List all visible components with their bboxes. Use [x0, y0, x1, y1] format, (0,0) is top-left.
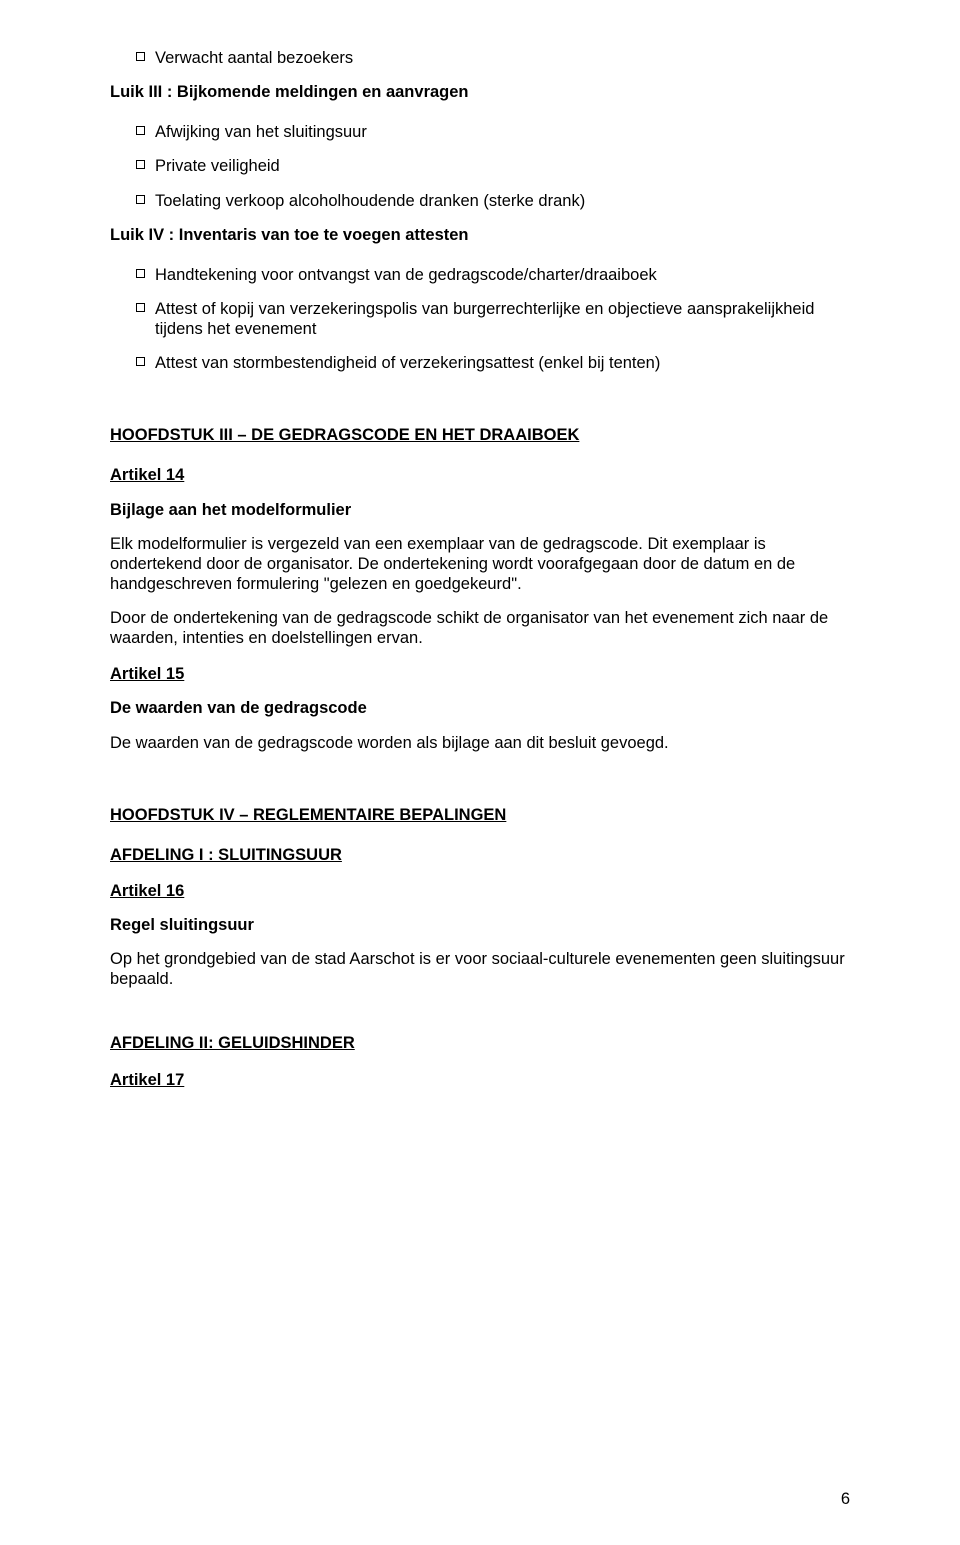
list-item: Afwijking van het sluitingsuur	[136, 122, 850, 142]
list-item: Attest van stormbestendigheid of verzeke…	[136, 353, 850, 373]
article-subheading-16: Regel sluitingsuur	[110, 915, 850, 935]
paragraph: Door de ondertekening van de gedragscode…	[110, 608, 850, 648]
list-item: Toelating verkoop alcoholhoudende dranke…	[136, 191, 850, 211]
list-item: Private veiligheid	[136, 156, 850, 176]
square-bullet-icon	[136, 195, 145, 204]
paragraph: Elk modelformulier is vergezeld van een …	[110, 534, 850, 594]
list-item-text: Toelating verkoop alcoholhoudende dranke…	[155, 191, 850, 211]
luik3-list: Afwijking van het sluitingsuur Private v…	[110, 122, 850, 210]
afdeling-heading-1: AFDELING I : SLUITINGSUUR	[110, 845, 850, 865]
section-title-luik3: Luik III : Bijkomende meldingen en aanvr…	[110, 82, 850, 102]
paragraph: De waarden van de gedragscode worden als…	[110, 733, 850, 753]
article-heading-15: Artikel 15	[110, 664, 850, 684]
section-title-luik4: Luik IV : Inventaris van toe te voegen a…	[110, 225, 850, 245]
square-bullet-icon	[136, 52, 145, 61]
list-item-text: Private veiligheid	[155, 156, 850, 176]
chapter-heading-4: HOOFDSTUK IV – REGLEMENTAIRE BEPALINGEN	[110, 805, 850, 825]
square-bullet-icon	[136, 303, 145, 312]
list-item-text: Attest of kopij van verzekeringspolis va…	[155, 299, 850, 339]
article-subheading-14: Bijlage aan het modelformulier	[110, 500, 850, 520]
list-item-text: Handtekening voor ontvangst van de gedra…	[155, 265, 850, 285]
list-item: Handtekening voor ontvangst van de gedra…	[136, 265, 850, 285]
list-item: Attest of kopij van verzekeringspolis va…	[136, 299, 850, 339]
list-item-text: Afwijking van het sluitingsuur	[155, 122, 850, 142]
article-heading-16: Artikel 16	[110, 881, 850, 901]
square-bullet-icon	[136, 160, 145, 169]
square-bullet-icon	[136, 269, 145, 278]
article-heading-14: Artikel 14	[110, 465, 850, 485]
chapter-heading-3: HOOFDSTUK III – DE GEDRAGSCODE EN HET DR…	[110, 425, 850, 445]
list-item-text: Attest van stormbestendigheid of verzeke…	[155, 353, 850, 373]
afdeling-heading-2: AFDELING II: GELUIDSHINDER	[110, 1033, 850, 1053]
list-item: Verwacht aantal bezoekers	[110, 48, 850, 68]
document-page: Verwacht aantal bezoekers Luik III : Bij…	[0, 0, 960, 1545]
paragraph: Op het grondgebied van de stad Aarschot …	[110, 949, 850, 989]
article-subheading-15: De waarden van de gedragscode	[110, 698, 850, 718]
luik4-list: Handtekening voor ontvangst van de gedra…	[110, 265, 850, 374]
square-bullet-icon	[136, 126, 145, 135]
page-number: 6	[841, 1489, 850, 1509]
article-heading-17: Artikel 17	[110, 1070, 850, 1090]
square-bullet-icon	[136, 357, 145, 366]
list-item-text: Verwacht aantal bezoekers	[155, 48, 850, 68]
